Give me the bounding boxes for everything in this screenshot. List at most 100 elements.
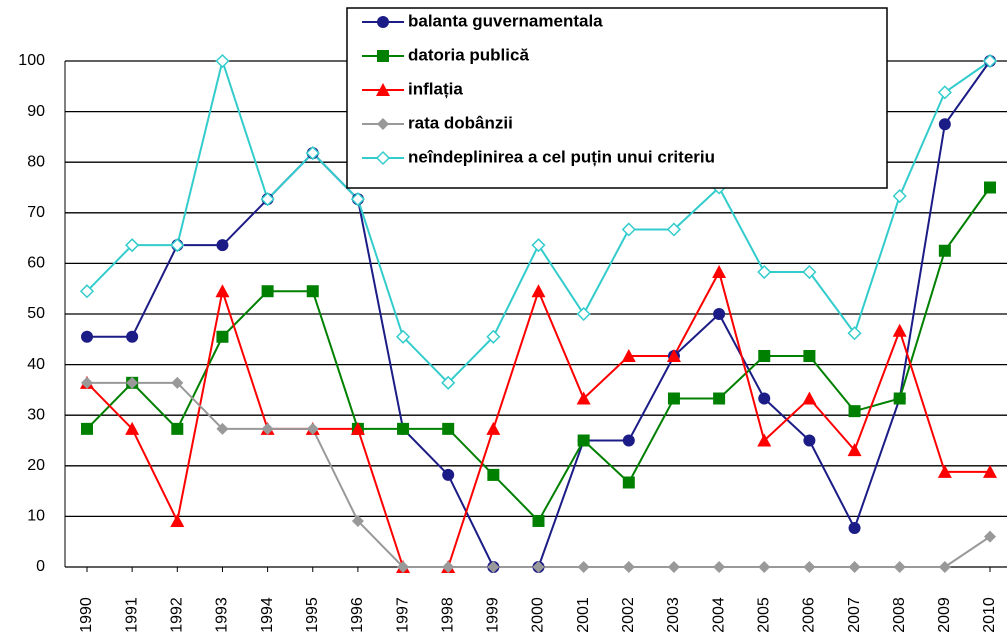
marker (757, 433, 772, 447)
marker (531, 284, 546, 298)
legend-marker (376, 83, 390, 96)
marker (847, 326, 862, 341)
marker (937, 464, 952, 478)
marker (892, 189, 907, 204)
marker (576, 391, 591, 405)
marker (848, 405, 861, 418)
y-tick-label: 30 (27, 406, 45, 423)
marker (306, 285, 319, 298)
y-tick-label: 20 (27, 457, 45, 474)
marker (487, 561, 500, 573)
marker (577, 434, 590, 447)
marker (171, 422, 184, 435)
marker (397, 561, 410, 573)
marker (487, 468, 500, 481)
marker (126, 376, 139, 389)
marker (170, 238, 185, 253)
marker (937, 85, 952, 100)
marker (395, 329, 411, 344)
marker (442, 468, 455, 481)
marker (350, 421, 365, 435)
x-tick-label: 2006 (801, 597, 818, 633)
marker (532, 514, 545, 527)
marker (666, 348, 681, 362)
marker (486, 329, 501, 344)
legend-marker (377, 118, 389, 130)
x-tick-label: 2010 (981, 597, 998, 633)
x-tick-label: 2000 (530, 597, 547, 633)
marker (261, 422, 274, 435)
marker (758, 392, 771, 405)
legend-box (346, 7, 888, 189)
y-tick-label: 0 (36, 558, 45, 575)
marker (305, 146, 320, 161)
x-tick-label: 1998 (439, 597, 456, 633)
marker (667, 561, 680, 573)
y-tick-label: 70 (27, 204, 45, 221)
marker (892, 323, 907, 337)
marker (758, 349, 771, 362)
legend-label: datoria publică (408, 45, 529, 64)
marker (216, 422, 229, 435)
marker (984, 181, 996, 194)
marker (216, 239, 229, 252)
y-tick-label: 40 (27, 356, 45, 373)
x-tick-label: 2008 (891, 597, 908, 633)
y-tick-label: 80 (27, 153, 45, 170)
marker (81, 422, 93, 435)
marker (170, 513, 185, 527)
marker (938, 118, 951, 131)
marker (577, 561, 590, 573)
marker (442, 561, 455, 573)
x-tick-label: 2005 (755, 597, 772, 633)
x-tick-label: 2002 (620, 597, 637, 633)
x-tick-label: 1994 (259, 597, 276, 633)
marker (622, 476, 635, 489)
marker (984, 530, 996, 543)
y-tick-label: 50 (27, 305, 45, 322)
marker (621, 348, 636, 362)
marker (532, 561, 545, 573)
legend-marker (377, 16, 389, 28)
marker (758, 561, 771, 573)
marker (622, 561, 635, 573)
marker (621, 222, 636, 237)
marker (81, 330, 93, 343)
legend-marker (375, 150, 391, 166)
marker (442, 422, 455, 435)
marker (306, 422, 319, 435)
y-tick-label: 100 (18, 52, 45, 69)
marker (803, 434, 816, 447)
marker (215, 284, 230, 298)
marker (126, 330, 139, 343)
marker (893, 392, 906, 405)
x-tick-label: 2003 (665, 597, 682, 633)
marker (531, 238, 546, 253)
marker (757, 264, 772, 280)
marker (261, 285, 274, 298)
x-tick-label: 2004 (710, 597, 727, 633)
marker (712, 265, 727, 279)
marker (441, 375, 456, 390)
x-tick-label: 2009 (936, 597, 953, 633)
marker (397, 422, 410, 435)
x-tick-label: 1991 (123, 597, 140, 633)
marker (983, 464, 997, 478)
y-tick-label: 10 (27, 508, 45, 525)
legend-label: balanta guvernamentala (408, 11, 603, 30)
y-tick-label: 60 (27, 255, 45, 272)
x-tick-label: 1993 (214, 597, 231, 633)
marker (666, 222, 682, 237)
x-tick-label: 1990 (78, 597, 95, 633)
marker (125, 238, 140, 253)
x-tick-label: 1992 (169, 597, 186, 633)
marker (848, 561, 861, 573)
marker (350, 192, 365, 207)
legend-label: inflația (408, 79, 463, 98)
marker (576, 306, 591, 322)
series-line (86, 186, 991, 523)
marker (125, 421, 140, 435)
marker (803, 349, 816, 362)
marker (802, 264, 817, 280)
marker (215, 53, 230, 69)
